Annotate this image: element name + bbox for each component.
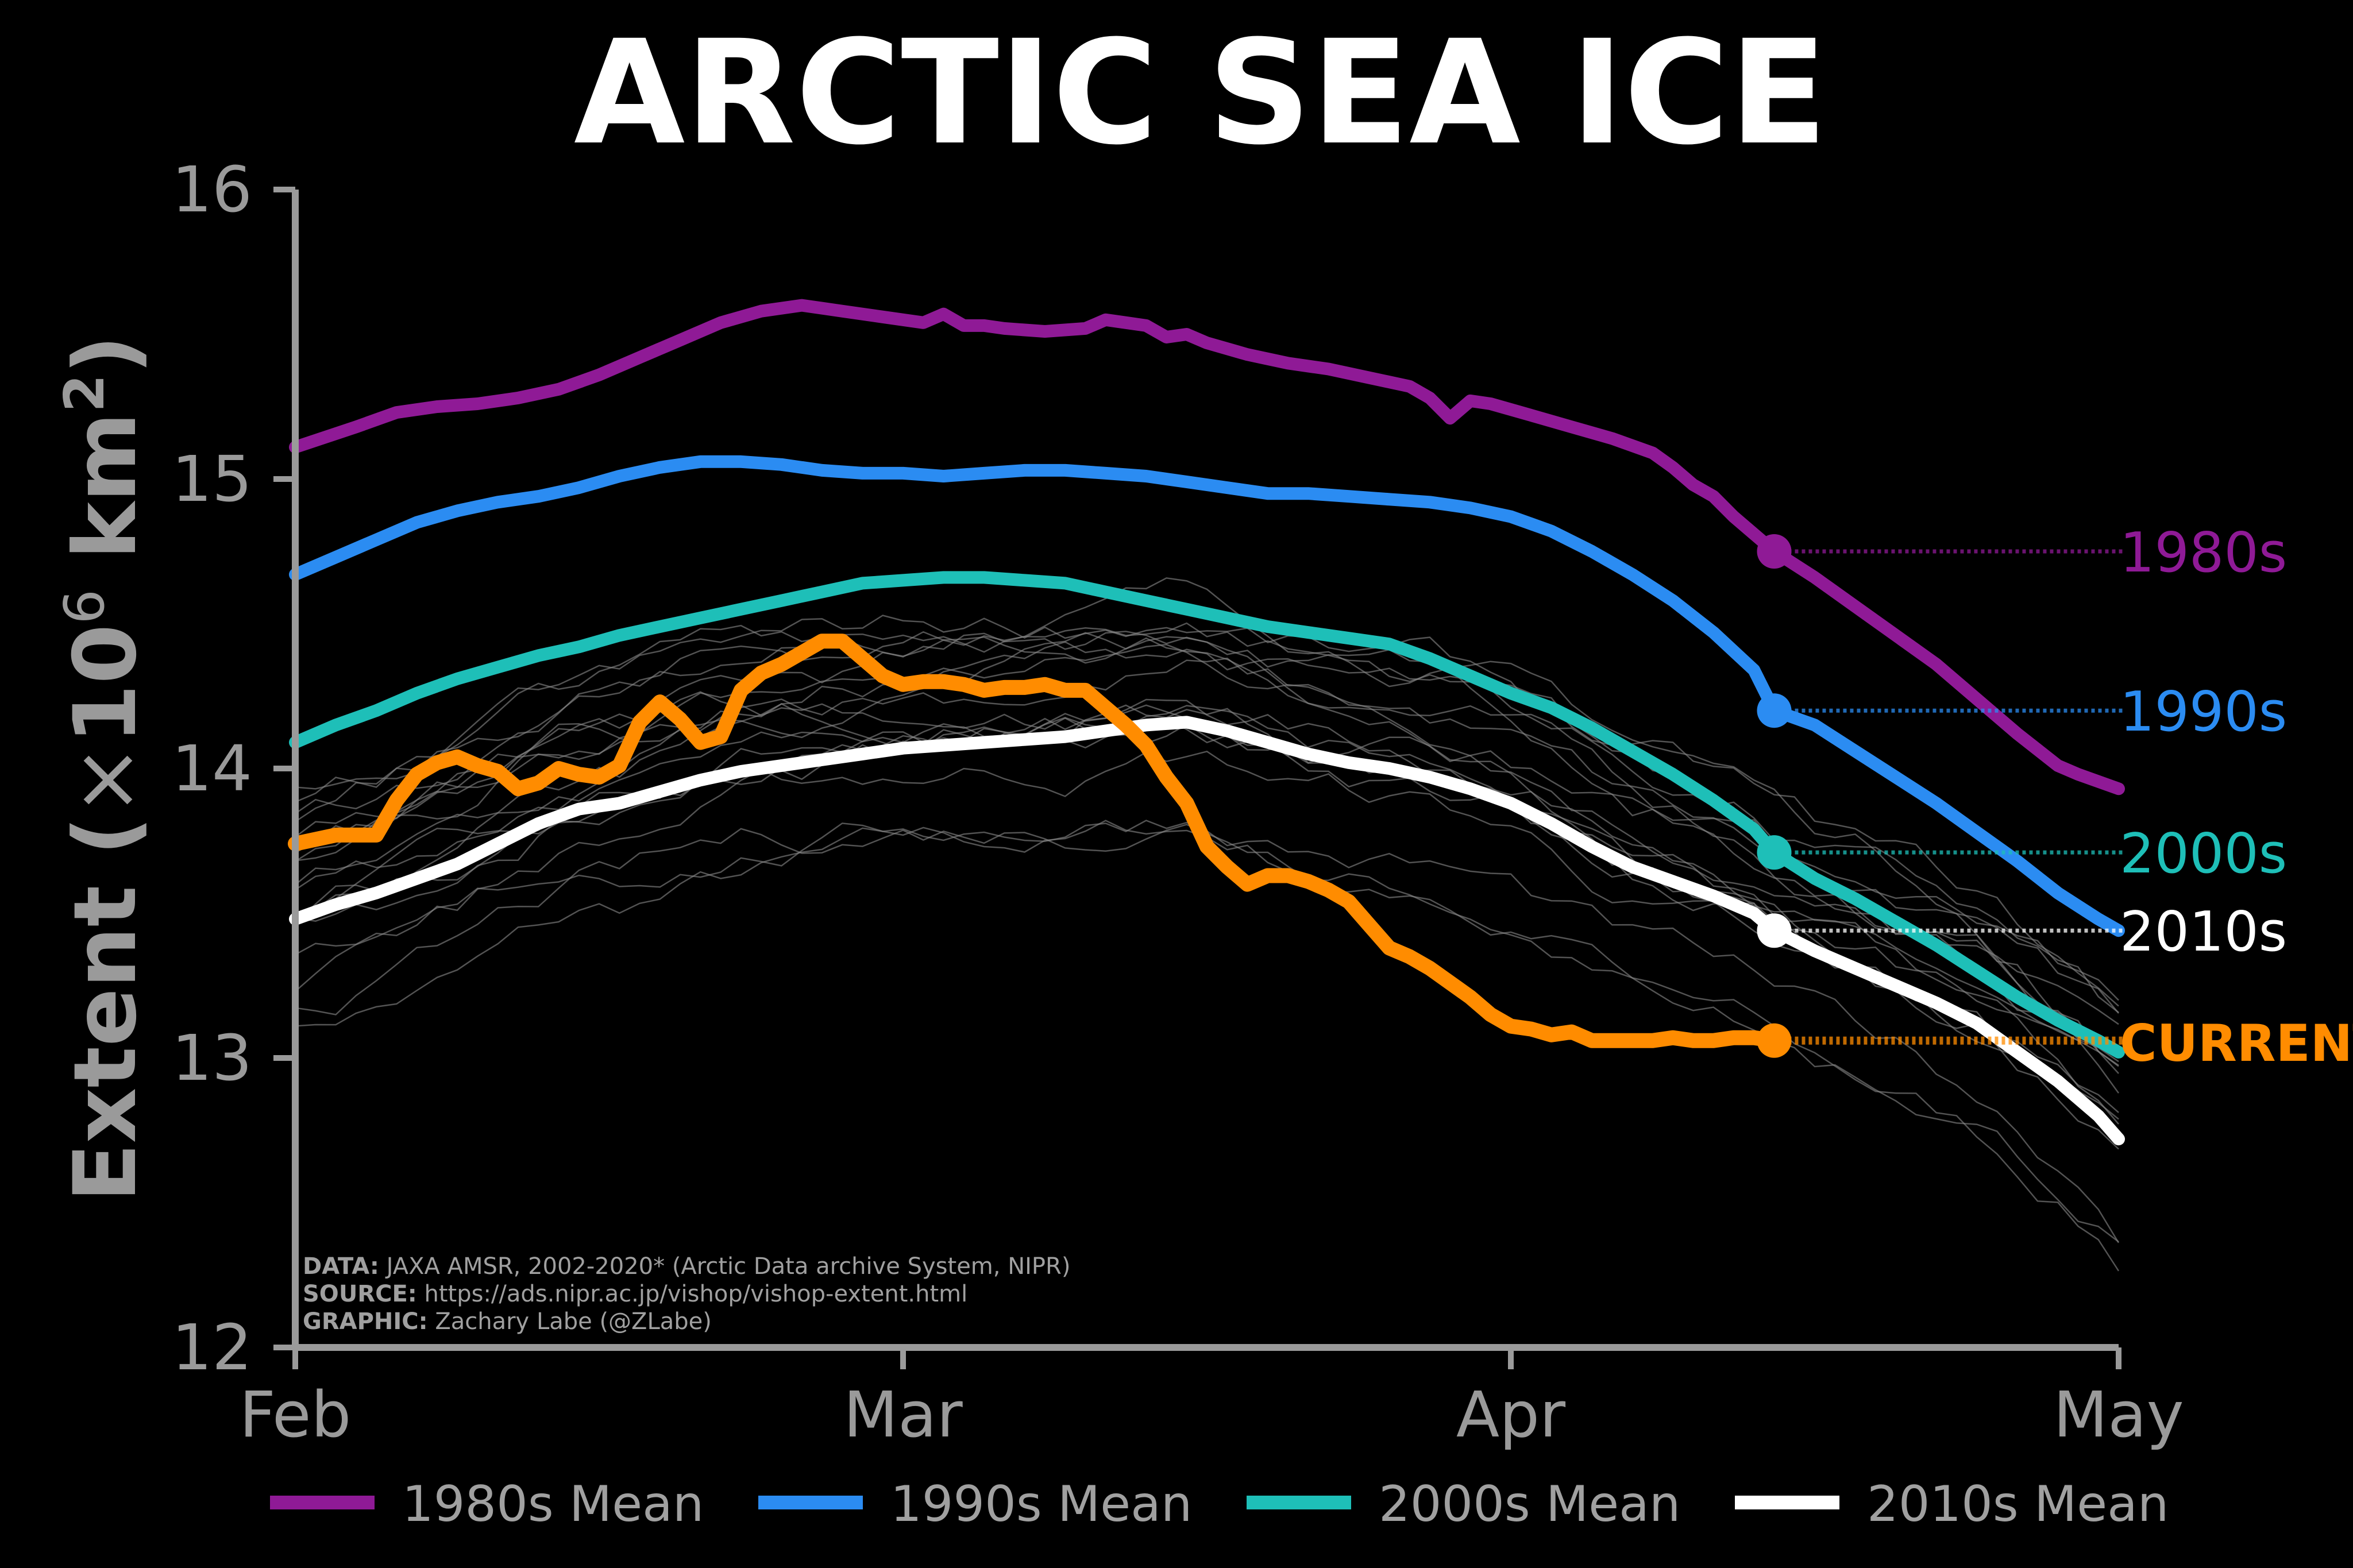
credit-source-text: https://ads.nipr.ac.jp/vishop/vishop-ext…: [417, 1281, 967, 1307]
x-tick-label: Apr: [1456, 1378, 1566, 1451]
y-tick-label: 13: [172, 1021, 252, 1095]
y-tick-label: 15: [172, 442, 252, 516]
1990s-marker: [1757, 693, 1792, 728]
y-axis-title-suffix: ): [56, 335, 156, 374]
y-tick-label: 16: [172, 153, 252, 226]
year-line: [295, 631, 2119, 1001]
year-line: [295, 622, 2119, 1013]
1980s-mean-legend-label: 1980s Mean: [402, 1476, 704, 1533]
credit-data-text: JAXA AMSR, 2002-2020* (Arctic Data archi…: [379, 1253, 1071, 1280]
current-line: [288, 634, 1782, 1048]
credit-data: DATA: JAXA AMSR, 2002-2020* (Arctic Data…: [303, 1253, 1070, 1280]
credit-graphic-label: GRAPHIC:: [303, 1308, 428, 1335]
year-line: [295, 636, 2119, 1074]
current-end-label: CURRENT: [2120, 1014, 2353, 1073]
credit-source-label: SOURCE:: [303, 1281, 417, 1307]
x-tick-label: Mar: [843, 1378, 963, 1451]
y-axis-title-prefix: Extent (: [56, 816, 156, 1202]
2000s-marker: [1757, 835, 1792, 870]
y-axis-title: Extent (×106 km2): [53, 335, 156, 1202]
current-marker: [1757, 1023, 1792, 1058]
y-axis-ticks: 12 13 14 15 16: [172, 153, 295, 1384]
y-tick-label: 12: [172, 1311, 252, 1384]
1990s-mean-legend-label: 1990s Mean: [890, 1476, 1192, 1533]
2010s-mean-legend-label: 2010s Mean: [1867, 1476, 2169, 1533]
year-line: [295, 615, 2119, 1007]
2010s-marker: [1757, 913, 1792, 948]
data-credits: DATA: JAXA AMSR, 2002-2020* (Arctic Data…: [303, 1253, 1070, 1335]
y-axis-title-exponent: 6: [53, 589, 117, 624]
x-axis-ticks: Feb Mar Apr May: [240, 1347, 2184, 1451]
x-tick-label: Feb: [240, 1378, 352, 1451]
y-axis-title-unit: km: [56, 412, 156, 589]
1990s-mean-line: [289, 455, 2125, 937]
2000s-mean-legend-label: 2000s Mean: [1379, 1476, 1680, 1533]
legend: 1980s Mean 1990s Mean 2000s Mean 2010s Mean: [270, 1476, 2169, 1533]
y-axis-title-unit-exponent: 2: [53, 374, 117, 412]
2010s-mean-line: [289, 716, 2125, 1146]
1990s-end-label: 1990s: [2120, 681, 2287, 744]
1980s-marker: [1757, 534, 1792, 569]
2000s-end-label: 2000s: [2120, 822, 2287, 886]
year-line: [295, 704, 2120, 1094]
credit-source: SOURCE: https://ads.nipr.ac.jp/vishop/vi…: [303, 1281, 967, 1307]
credit-graphic-text: Zachary Labe (@ZLabe): [428, 1308, 712, 1335]
y-tick-label: 14: [172, 732, 252, 805]
y-axis-title-base: 10: [56, 624, 156, 744]
x-tick-label: May: [2053, 1378, 2184, 1451]
y-axis-title-times: ×: [56, 744, 156, 816]
2000s-mean-line: [289, 571, 2125, 1059]
credit-graphic: GRAPHIC: Zachary Labe (@ZLabe): [303, 1308, 712, 1335]
credit-data-label: DATA:: [303, 1253, 379, 1280]
chart-title: ARCTIC SEA ICE: [574, 9, 1827, 176]
year-line: [295, 577, 2119, 1014]
series-end-labels: 1980s 1990s 2000s 2010s CURRENT: [2120, 522, 2353, 1073]
2010s-end-label: 2010s: [2120, 901, 2287, 964]
current-day-markers: [1757, 534, 2124, 1058]
1980s-end-label: 1980s: [2120, 522, 2287, 585]
